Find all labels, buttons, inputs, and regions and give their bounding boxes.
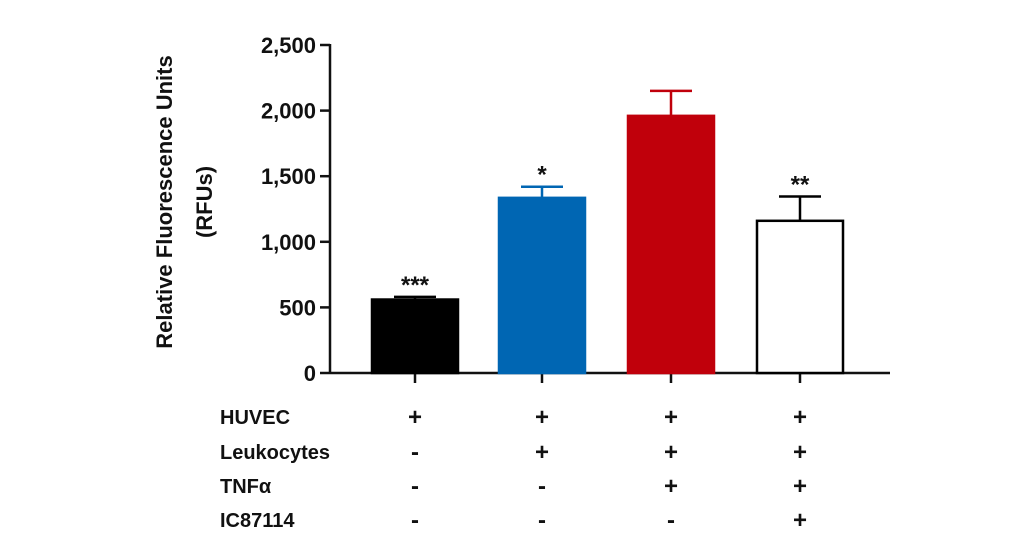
y-tick-label: 500 [279, 295, 316, 320]
condition-sign: - [538, 473, 546, 500]
bar [755, 219, 845, 375]
condition-sign: + [793, 473, 807, 500]
condition-label: IC87114 [220, 510, 295, 532]
condition-table: HUVEC + + + + Leukocytes - + + + TNFα - - + + IC87114 - -… [220, 404, 807, 534]
condition-sign: - [411, 507, 419, 534]
y-tick-label: 1,500 [261, 164, 316, 189]
condition-label: HUVEC [220, 407, 290, 429]
y-axis-label: Relative Fluorescence Units (RFUs) [152, 55, 217, 348]
condition-sign: - [538, 507, 546, 534]
condition-sign: + [535, 404, 549, 431]
x-axis [330, 371, 890, 383]
bars-group: **** ** [370, 89, 845, 375]
condition-sign: + [793, 507, 807, 534]
condition-sign: + [535, 439, 549, 466]
significance-label: *** [401, 272, 430, 299]
condition-sign: + [408, 404, 422, 431]
condition-sign: + [664, 473, 678, 500]
condition-sign: + [664, 439, 678, 466]
bar [370, 298, 460, 375]
y-tick-label: 0 [304, 361, 316, 386]
significance-label: * [537, 162, 547, 189]
condition-sign: - [411, 473, 419, 500]
significance-label: ** [791, 172, 810, 199]
y-tick-label: 2,500 [261, 33, 316, 58]
y-axis-label-line-1: Relative Fluorescence Units [152, 55, 177, 348]
condition-label: TNFα [220, 476, 272, 498]
y-axis-label-line-2: (RFUs) [192, 166, 217, 238]
condition-sign: - [667, 507, 675, 534]
y-tick-label: 2,000 [261, 99, 316, 124]
condition-sign: + [793, 439, 807, 466]
bar [497, 196, 587, 375]
bar [626, 114, 716, 375]
y-tick-label: 1,000 [261, 230, 316, 255]
condition-sign: - [411, 439, 419, 466]
y-axis: 0 500 1,000 1,500 2,000 2,500 [261, 33, 332, 386]
condition-label: Leukocytes [220, 442, 330, 464]
condition-sign: + [664, 404, 678, 431]
condition-sign: + [793, 404, 807, 431]
